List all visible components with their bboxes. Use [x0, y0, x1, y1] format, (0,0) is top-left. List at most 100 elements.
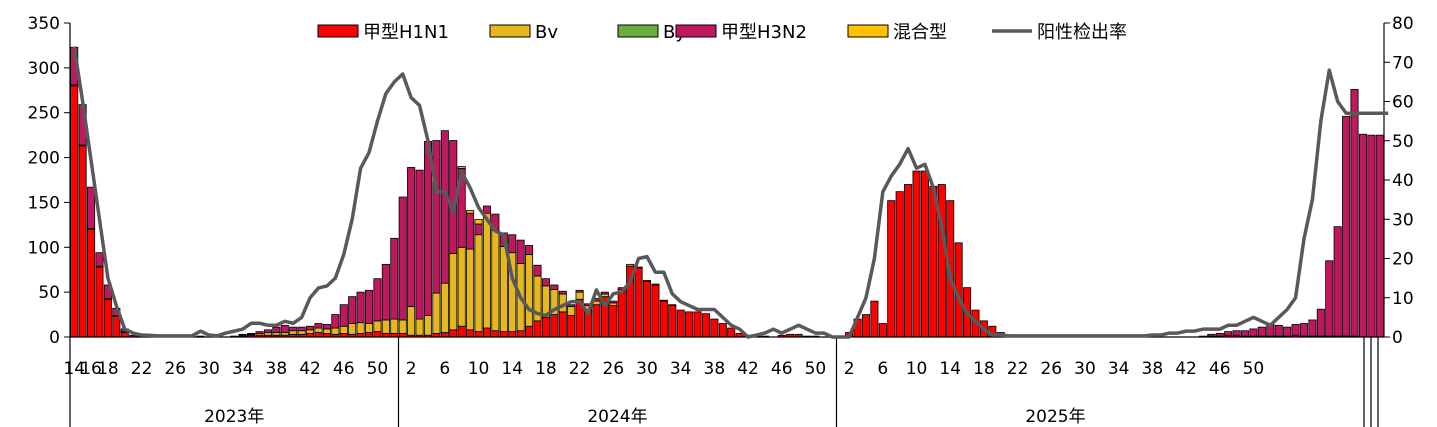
- bar-0-73: [685, 311, 694, 338]
- x-tick-label-9: 46: [333, 359, 355, 379]
- bar-0-36: [373, 331, 382, 338]
- x-tick-label-5: 30: [198, 359, 220, 379]
- bar-0-74: [693, 311, 702, 338]
- x-tick-label-25: 6: [877, 359, 888, 379]
- x-tick-label-15: 18: [535, 359, 557, 379]
- y-right-tick-label-8: 80: [1392, 14, 1414, 34]
- legend-swatch-1: [489, 24, 531, 38]
- x-tick-label-19: 34: [670, 359, 692, 379]
- bar-1-39: [398, 319, 407, 334]
- x-tick-label-11: 2: [406, 359, 417, 379]
- bar-1-40: [407, 306, 416, 336]
- y-left-tick-label-3: 150: [28, 193, 60, 213]
- bar-1-34: [356, 322, 365, 334]
- bar-0-56: [541, 316, 550, 338]
- bar-3-138: [1232, 330, 1241, 336]
- bar-0-3: [95, 266, 104, 338]
- bar-1-64: [609, 302, 618, 307]
- bar-3-39: [398, 196, 407, 321]
- bar-3-55: [533, 264, 542, 277]
- x-tick-label-18: 30: [636, 359, 658, 379]
- bar-0-98: [895, 191, 904, 338]
- bar-0-72: [676, 309, 685, 338]
- bar-1-43: [432, 292, 441, 334]
- bar-0-67: [634, 267, 643, 338]
- bar-3-43: [432, 140, 441, 294]
- bar-3-26: [289, 326, 298, 332]
- bar-1-37: [381, 319, 390, 334]
- bar-0-49: [482, 327, 491, 338]
- bar-3-48: [474, 223, 483, 236]
- bar-3-22: [255, 331, 264, 334]
- bar-0-76: [710, 318, 719, 338]
- x-tick-label-16: 22: [569, 359, 591, 379]
- bar-0-44: [440, 332, 449, 338]
- bar-3-34: [356, 291, 365, 324]
- bar-3-28: [306, 325, 315, 331]
- bar-3-2: [87, 186, 96, 229]
- bar-3-151: [1342, 115, 1351, 337]
- bar-0-58: [558, 311, 567, 338]
- legend-label-0: 甲型H1N1: [363, 22, 449, 43]
- bar-1-36: [373, 320, 382, 333]
- bar-0-99: [904, 184, 913, 338]
- x-tick-label-32: 34: [1108, 359, 1130, 379]
- x-tick-label-3: 22: [131, 359, 153, 379]
- bar-3-59: [567, 304, 576, 307]
- bar-1-33: [348, 323, 357, 335]
- x-tick-label-8: 42: [299, 359, 321, 379]
- bar-3-146: [1299, 323, 1308, 337]
- bar-3-60: [575, 289, 584, 293]
- y-right-tick-label-0: 0: [1392, 328, 1403, 348]
- bar-3-21: [247, 333, 256, 335]
- bar-3-149: [1325, 260, 1334, 337]
- bar-0-50: [491, 330, 500, 338]
- bar-3-27: [297, 326, 306, 332]
- bar-3-64: [609, 300, 618, 304]
- bar-1-68: [642, 280, 651, 282]
- y-right-tick-label-7: 70: [1392, 53, 1414, 73]
- bar-3-44: [440, 130, 449, 284]
- x-tick-label-6: 34: [232, 359, 254, 379]
- bar-1-60: [575, 291, 584, 300]
- bar-1-26: [289, 330, 298, 335]
- bar-3-24: [272, 326, 281, 333]
- bar-4-47: [466, 210, 475, 214]
- bar-0-35: [364, 332, 374, 338]
- bar-3-3: [95, 252, 104, 267]
- bar-0-0: [70, 85, 79, 338]
- bar-3-57: [550, 284, 559, 290]
- bar-0-75: [701, 313, 710, 338]
- bar-1-23: [263, 332, 272, 336]
- bar-0-5: [112, 315, 121, 338]
- bar-3-139: [1241, 330, 1250, 337]
- bar-0-1: [78, 145, 87, 338]
- x-tick-label-23: 50: [805, 359, 827, 379]
- y-left-tick-label-6: 300: [28, 59, 60, 79]
- bar-3-31: [331, 314, 340, 329]
- bar-1-63: [600, 293, 609, 298]
- bar-0-94: [861, 314, 870, 338]
- y-right-tick-label-4: 40: [1392, 171, 1414, 191]
- y-right-tick-label-5: 50: [1392, 132, 1414, 152]
- bar-0-51: [499, 331, 508, 338]
- bar-1-51: [499, 245, 508, 333]
- bar-1-47: [466, 248, 475, 331]
- bar-3-147: [1308, 319, 1317, 337]
- bar-1-42: [423, 315, 432, 336]
- legend-swatch-0: [317, 24, 359, 38]
- bar-0-102: [929, 185, 938, 338]
- legend-label-5: 阳性检出率: [1037, 22, 1127, 43]
- bar-3-42: [423, 141, 432, 316]
- x-tick-label-10: 50: [367, 359, 389, 379]
- bar-0-48: [474, 331, 483, 338]
- bar-3-30: [322, 324, 331, 330]
- bar-0-65: [617, 290, 626, 338]
- bar-0-52: [508, 331, 517, 338]
- bar-1-30: [322, 328, 331, 334]
- bar-3-41: [415, 169, 424, 320]
- legend-label-4: 混合型: [893, 22, 947, 43]
- year-label-1: 2024年: [587, 407, 647, 427]
- bar-3-35: [364, 289, 374, 324]
- x-tick-label-34: 42: [1175, 359, 1197, 379]
